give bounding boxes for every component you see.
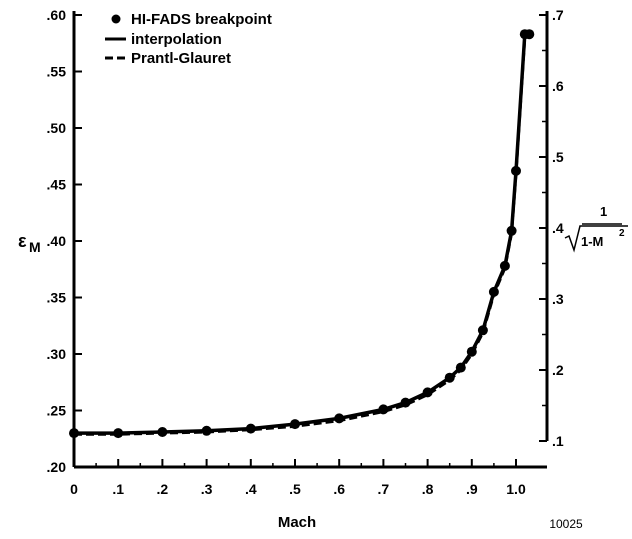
breakpoint-marker <box>157 427 168 437</box>
y-left-tick-label: .20 <box>47 459 67 475</box>
legend-label-interpolation: interpolation <box>131 31 222 48</box>
breakpoint-marker <box>422 387 433 398</box>
breakpoint-marker <box>444 372 455 383</box>
y-left-tick-label: .60 <box>47 7 67 23</box>
y-right-radical-sign <box>564 225 628 253</box>
y-left-tick-label: .55 <box>47 64 67 80</box>
y-left-tick-label: .35 <box>47 290 67 306</box>
y-left-axis-subscript: M <box>29 239 41 255</box>
breakpoint-marker <box>290 419 300 430</box>
x-axis-title: Mach <box>278 514 316 531</box>
y-right-tick-label: .3 <box>552 291 564 307</box>
y-left-tick-label: .25 <box>47 403 67 419</box>
x-tick-label: 0 <box>70 481 78 497</box>
x-tick-label: 1.0 <box>506 481 526 497</box>
y-right-tick-label: .5 <box>552 149 564 165</box>
legend-label-prandtl: Prantl-Glauret <box>131 50 231 67</box>
breakpoint-marker <box>466 346 477 357</box>
y-right-axis-numerator: 1 <box>600 204 607 219</box>
y-left-tick-label: .50 <box>47 120 67 136</box>
x-tick-label: .9 <box>466 481 478 497</box>
breakpoint-marker <box>477 325 488 336</box>
tick-marks <box>73 14 547 468</box>
prandtl-glauert-line <box>74 35 530 436</box>
y-right-axis-denominator: 1-M <box>581 234 603 249</box>
x-tick-label: .5 <box>289 481 301 497</box>
legend: HI-FADS breakpoint interpolation Prantl-… <box>105 11 272 67</box>
y-left-tick-label: .45 <box>47 177 67 193</box>
y-right-tick-label: .7 <box>552 7 564 23</box>
breakpoint-marker <box>506 225 517 236</box>
breakpoint-marker <box>511 165 521 176</box>
x-tick-label: .4 <box>245 481 257 497</box>
tick-labels: 0 .1 .2 .3 .4 .5 .6 .7 .8 .9 1.0 .20 .25 .30 .35 .40 .45… <box>47 7 564 497</box>
breakpoint-marker <box>378 404 389 415</box>
breakpoint-marker <box>400 397 411 408</box>
y-right-tick-label: .6 <box>552 78 564 94</box>
y-right-tick-label: .1 <box>552 433 564 449</box>
figure-id: 10025 <box>549 517 583 531</box>
y-left-tick-label: .40 <box>47 233 67 249</box>
breakpoint-marker <box>245 423 256 434</box>
breakpoint-marker <box>524 29 535 40</box>
y-left-axis-title: ε <box>18 231 27 251</box>
y-right-tick-label: .4 <box>552 220 564 236</box>
x-tick-label: .2 <box>157 481 169 497</box>
x-tick-label: .7 <box>378 481 390 497</box>
breakpoint-marker <box>488 286 499 297</box>
breakpoint-marker <box>69 428 79 439</box>
breakpoint-marker <box>113 428 124 439</box>
breakpoint-marker <box>334 413 345 424</box>
x-tick-label: .3 <box>201 481 213 497</box>
x-tick-label: .1 <box>112 481 124 497</box>
x-tick-label: .6 <box>333 481 345 497</box>
x-tick-label: .8 <box>422 481 434 497</box>
y-right-axis-exponent: 2 <box>619 228 625 239</box>
breakpoint-marker <box>201 425 212 436</box>
legend-marker-breakpoint <box>111 14 121 24</box>
breakpoint-marker <box>455 362 466 373</box>
y-right-tick-label: .2 <box>552 362 564 378</box>
series-layer <box>69 29 535 439</box>
breakpoint-marker <box>499 260 510 271</box>
legend-label-breakpoint: HI-FADS breakpoint <box>131 11 272 28</box>
y-left-tick-label: .30 <box>47 346 67 362</box>
